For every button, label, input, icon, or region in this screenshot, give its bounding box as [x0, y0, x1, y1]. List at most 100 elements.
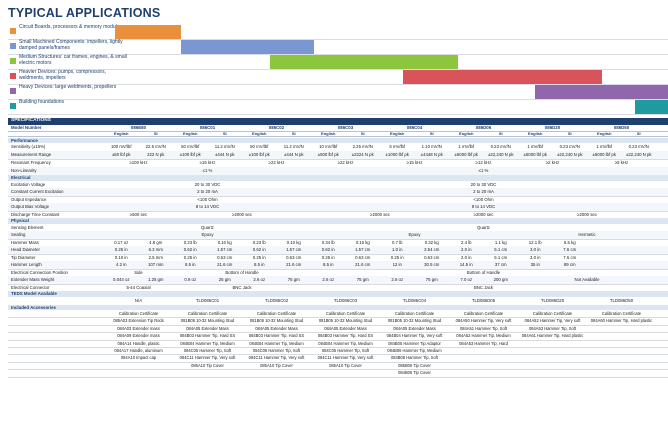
spec-value: 4.2 in	[115, 262, 127, 267]
units-si: SI	[360, 130, 365, 136]
spec-row-label: Discharge Time Constant	[11, 211, 60, 217]
accessory-item: 084B03 Hammer Tip, Hard SS	[248, 333, 305, 339]
spec-value: 2.5 mm	[148, 254, 163, 260]
accessory-item: 084C11 Hammer Tip, Very soft	[317, 355, 374, 361]
spec-value: ±444 N pk	[283, 152, 304, 157]
spec-value: 2.54 cm	[424, 247, 440, 252]
application-range-bar	[535, 85, 668, 100]
teds-model: TLD086D20	[540, 297, 565, 303]
spec-value: 0.62 in	[252, 247, 266, 252]
application-label: Small Machined Components: impellers, li…	[19, 39, 123, 51]
application-divider	[8, 54, 668, 55]
spec-value: 0.63 cm	[355, 254, 371, 260]
application-range-bar	[269, 55, 458, 70]
accessories-section: Included Accessories	[8, 304, 668, 310]
accessory-item: 084A52 Hammer Tip, Very soft	[524, 318, 581, 324]
accessory-item: 084A60 Hammer Tip, Hard plastic	[590, 318, 653, 324]
spec-value: 8.5 in	[184, 262, 196, 267]
spec-value: 200 gm	[493, 277, 508, 282]
spec-value: 0.10 kg	[217, 239, 232, 245]
accessory-item: 084B05 Tip Cover	[398, 370, 431, 376]
spec-row: Sealing Epoxy Epoxy Hermetic	[8, 231, 668, 240]
accessory-item: 084A14 Handle, plastic	[117, 340, 160, 346]
spec-value: ≥15 kHz	[406, 160, 423, 165]
application-label: Heavier Devices: pumps, compressors, wel…	[19, 69, 106, 81]
spec-value: 8.5 in	[322, 262, 334, 267]
spec-value: ≥2000 sec	[370, 211, 390, 217]
model-number: 086D20	[544, 124, 561, 130]
accessory-item: Calibration Certificate	[118, 311, 159, 316]
spec-value: 0.7 lb	[391, 239, 403, 245]
teds-model: N/A	[134, 297, 143, 303]
spec-row: Hammer Length 4.2 in 107 mm 8.5 in 21.6 cm 8.…	[8, 261, 668, 270]
accessory-row: Calibration Certificate Calibration Certi…	[8, 310, 668, 319]
spec-value: 50 mV/lbf	[181, 144, 200, 149]
spec-value: ≥22 kHz	[268, 160, 285, 165]
spec-value: 2.6 oz	[253, 277, 266, 282]
spec-value: ≥5 kHz	[614, 160, 629, 165]
teds-model: TLD086D05	[471, 297, 496, 303]
spec-value: 35 in	[530, 262, 540, 267]
spec-value: ≥22 kHz	[337, 160, 354, 165]
spec-value: <100 Ohm	[197, 196, 218, 202]
accessory-item: 084A51 Hammer Tip, Soft	[459, 325, 508, 331]
accessory-item: 084B04 Hammer Tip, Medium	[249, 340, 304, 346]
spec-value: 0.23 mV/N	[628, 144, 649, 149]
spec-row-label: Head Diameter	[11, 247, 40, 252]
accessory-item: 084A05 Extender Mass	[255, 325, 298, 331]
teds-section: TEDS Model Available	[8, 291, 668, 297]
accessory-row: 085A03 Extension Tip Rods 081B05 10-32 Mo…	[8, 317, 668, 326]
spec-value: ±1000 lbf pk	[385, 152, 409, 157]
spec-value: Epoxy	[201, 232, 214, 237]
spec-value: ±2224 N pk	[351, 152, 374, 157]
application-divider	[8, 39, 668, 40]
spec-value: 3.0 in	[529, 247, 541, 252]
spec-value: 107 mm	[147, 262, 164, 267]
spec-value: 0.63 cm	[424, 254, 440, 260]
accessory-row: 084A09 Extender mass 084B03 Hammer Tip, H…	[8, 332, 668, 341]
spec-value: ±4448 N pk	[420, 152, 443, 157]
accessory-item: 081B05 10-32 Mounting Stud	[318, 318, 373, 324]
spec-value: 7.0 oz	[460, 277, 473, 282]
units-row: English SI English SI English SI English SI Engl…	[8, 130, 668, 137]
spec-value: 21.6 cm	[286, 262, 302, 267]
spec-value: 75 gm	[356, 277, 369, 282]
spec-value: 8 to 14 VDC	[471, 204, 496, 209]
spec-value: 1.10 mV/N	[421, 144, 442, 149]
spec-value: ≥12 kHz	[475, 160, 492, 165]
spec-value: 20 to 30 VDC	[470, 181, 497, 187]
spec-value: 1 mV/lbf	[527, 144, 544, 149]
spec-value: 1.57 cm	[286, 247, 302, 252]
spec-row-label: Output Bias Voltage	[11, 204, 49, 209]
application-divider	[8, 84, 668, 85]
accessory-item: 084B06 Hammer Tip, Medium	[387, 348, 442, 353]
accessory-item: 084A09 Extender mass	[117, 333, 160, 339]
application-divider	[8, 99, 668, 100]
accessory-item: 084B03 Hammer Tip, Hard SS	[179, 333, 236, 339]
teds-model: TLD086C03	[333, 297, 358, 303]
application-label: Medium Structures: car frames, engines, …	[19, 54, 127, 66]
accessory-item: 085A10 Tip Cover	[260, 362, 293, 368]
spec-value: 21.6 cm	[217, 262, 233, 267]
accessory-item: 084C05 Hammer Tip, Soft	[183, 348, 232, 353]
accessory-item: 085A03 Extension Tip Rods	[113, 318, 164, 324]
model-number: 086C03	[337, 124, 354, 130]
accessory-item: 084B03 Hammer Tip, Hard SS	[317, 333, 374, 339]
application-label: Circuit Boards, processors & memory modu…	[19, 24, 123, 30]
spec-value: Hermetic	[578, 232, 596, 237]
units-english: English	[321, 130, 336, 136]
accessory-item: 084A05 Extender Mass	[324, 325, 367, 331]
electrical-section: Electrical	[8, 175, 668, 181]
spec-row-label: Measurement Range	[11, 152, 52, 157]
spec-value: ±50 lbf pk	[111, 152, 131, 157]
spec-row-label: Extender Mass Weight	[11, 277, 55, 282]
spec-value: ±100 lbf pk	[179, 152, 201, 157]
spec-value: 0.16 kg	[355, 239, 370, 245]
accessory-item: Calibration Certificate	[532, 311, 573, 316]
spec-value: ±22,240 N pk	[556, 152, 583, 157]
spec-value: ≤1 %	[202, 168, 213, 173]
spec-value: Not Available	[574, 277, 600, 282]
application-divider	[8, 69, 668, 70]
spec-value: 50 mV/lbf	[250, 144, 269, 149]
accessory-item: 084A05 Extender Mass	[393, 325, 436, 331]
